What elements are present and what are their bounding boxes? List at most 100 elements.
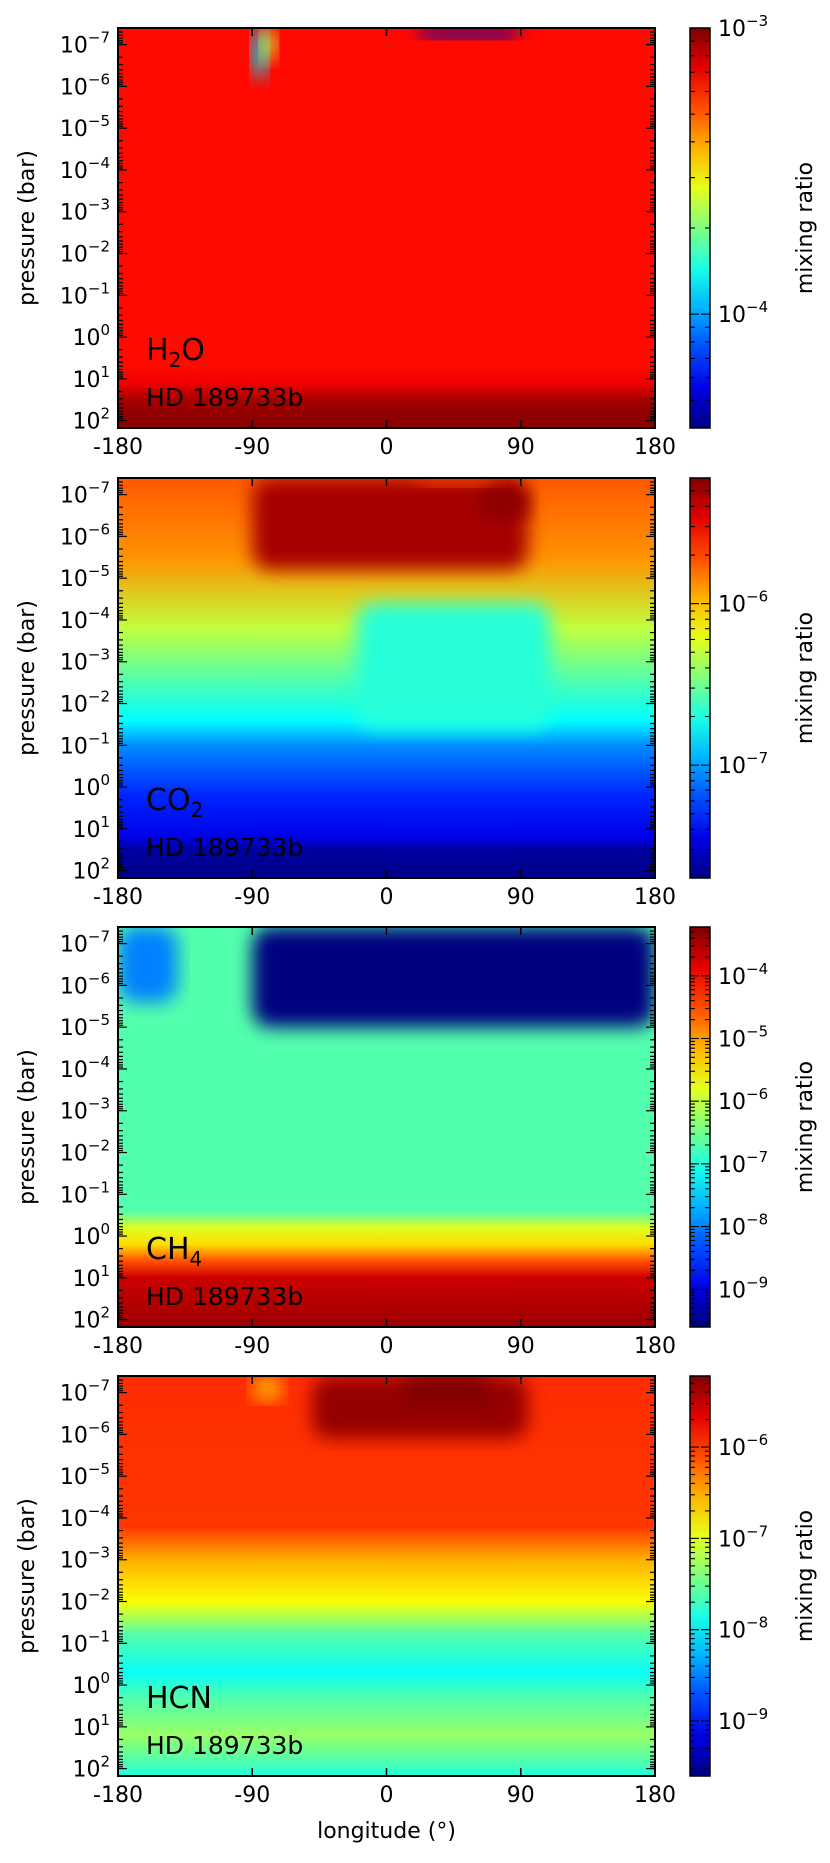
colorbar-tick-label: 10−9 [718, 1273, 768, 1303]
colorbar-tick-label: 10−7 [718, 1148, 768, 1178]
y-axis-label: pressure (bar) [15, 150, 40, 306]
x-axis-label: longitude (°) [317, 1819, 456, 1844]
heatmap-deep-layer [118, 366, 655, 428]
x-tick-label: -180 [93, 435, 143, 460]
heatmap-region-0 [252, 478, 529, 570]
colorbar-tick-label: 10−6 [718, 1431, 768, 1461]
y-tick-label: 10−4 [60, 604, 110, 634]
planet-label: HD 189733b [146, 383, 303, 412]
colorbar-tick-label: 10−7 [718, 1522, 768, 1552]
y-tick-label: 10−6 [60, 1418, 110, 1448]
colorbar-tick-label: 10−7 [718, 749, 768, 779]
colorbar-tick-label: 10−4 [718, 298, 768, 328]
x-tick-label: 0 [380, 885, 394, 910]
y-tick-label: 10−2 [60, 238, 110, 268]
x-tick-label: 90 [507, 435, 535, 460]
x-tick-label: 180 [634, 885, 676, 910]
heatmap-region-2 [252, 1376, 283, 1401]
y-tick-label: 10−1 [60, 1627, 110, 1657]
colorbar-tick-label: 10−4 [718, 960, 768, 990]
heatmap-field [118, 478, 655, 878]
y-tick-label: 10−3 [60, 196, 110, 226]
y-tick-label: 102 [72, 405, 110, 435]
heatmap-region-2 [416, 478, 499, 487]
colorbar-tick-label: 10−8 [718, 1211, 768, 1241]
panel-co2: -180 -90 0 90 180 10−7 10−6 10−5 10−4 10−3 10−2 10−… [15, 477, 818, 910]
y-tick-label: 10−7 [60, 29, 110, 59]
y-tick-label: 101 [72, 363, 110, 393]
y-tick-label: 10−2 [60, 688, 110, 718]
panel-hcn: -180 -90 0 90 180 10−7 10−6 10−5 10−4 10−3 10−2 10−… [15, 1375, 818, 1844]
x-tick-label: 180 [634, 1783, 676, 1808]
colorbar-tick-label: 10−3 [718, 12, 768, 42]
y-tick-label: 10−6 [60, 969, 110, 999]
heatmap-region-1 [401, 1376, 491, 1406]
y-tick-label: 10−5 [60, 112, 110, 142]
y-tick-label: 10−6 [60, 520, 110, 550]
x-tick-label: -180 [93, 1783, 143, 1808]
heatmap-region-2 [416, 28, 521, 39]
x-tick-label: 90 [507, 1783, 535, 1808]
x-tick-label: 0 [380, 435, 394, 460]
y-tick-label: 100 [72, 1220, 110, 1250]
x-tick-label: 180 [634, 435, 676, 460]
y-tick-label: 10−7 [60, 479, 110, 509]
heatmap-field [118, 1376, 655, 1776]
species-label: HCN [146, 1681, 212, 1716]
y-tick-label: 10−3 [60, 646, 110, 676]
colorbar-tick-label: 10−5 [718, 1022, 768, 1052]
y-tick-label: 10−7 [60, 1377, 110, 1407]
heatmap-region-1 [261, 28, 277, 62]
y-tick-label: 102 [72, 1753, 110, 1783]
y-tick-label: 102 [72, 1304, 110, 1334]
x-tick-label: 90 [507, 1334, 535, 1359]
x-tick-label: -90 [234, 885, 270, 910]
x-tick-label: 180 [634, 1334, 676, 1359]
colorbar-label: mixing ratio [793, 1510, 818, 1642]
heatmap-gradient [118, 1376, 655, 1776]
colorbar-frame [689, 477, 711, 879]
y-tick-label: 100 [72, 771, 110, 801]
y-tick-label: 10−5 [60, 562, 110, 592]
colorbar-tick-label: 10−9 [718, 1705, 768, 1735]
x-tick-label: -90 [234, 435, 270, 460]
y-tick-label: 10−4 [60, 1053, 110, 1083]
species-label: CO2 [146, 783, 203, 822]
colorbar-frame [689, 926, 711, 1328]
planet-label: HD 189733b [146, 1282, 303, 1311]
colorbar [690, 28, 710, 428]
colorbar-tick-label: 10−6 [718, 588, 768, 618]
colorbar-tick-label: 10−8 [718, 1614, 768, 1644]
y-axis-label: pressure (bar) [15, 600, 40, 756]
y-tick-label: 10−4 [60, 154, 110, 184]
heatmap-region-3 [356, 603, 551, 729]
colorbar-label: mixing ratio [793, 1061, 818, 1193]
x-tick-label: -90 [234, 1783, 270, 1808]
y-tick-label: 10−1 [60, 1178, 110, 1208]
y-tick-label: 10−5 [60, 1011, 110, 1041]
y-tick-label: 100 [72, 1669, 110, 1699]
heatmap-field [118, 28, 655, 428]
y-tick-label: 10−1 [60, 729, 110, 759]
heatmap-field [118, 927, 655, 1327]
y-tick-label: 10−6 [60, 70, 110, 100]
y-tick-label: 10−5 [60, 1460, 110, 1490]
heatmap-region-1 [476, 486, 529, 520]
panel-ch4: -180 -90 0 90 180 10−7 10−6 10−5 10−4 10−3 10−2 10−… [15, 926, 818, 1359]
colorbar [690, 478, 710, 878]
y-tick-label: 102 [72, 855, 110, 885]
species-label: H2O [146, 333, 205, 372]
y-tick-label: 10−2 [60, 1586, 110, 1616]
colorbar [690, 927, 710, 1327]
panel-h2o: -180 -90 0 90 180 10−7 10−6 10−5 10−4 10−3 10−2 10−… [15, 12, 818, 460]
colorbar-frame [689, 1375, 711, 1777]
heatmap-background [118, 28, 655, 428]
species-label: CH4 [146, 1232, 202, 1271]
colorbar-label: mixing ratio [793, 162, 818, 294]
y-tick-label: 10−2 [60, 1137, 110, 1167]
y-tick-label: 10−3 [60, 1544, 110, 1574]
y-tick-label: 101 [72, 1262, 110, 1292]
colorbar-label: mixing ratio [793, 612, 818, 744]
x-tick-label: -90 [234, 1334, 270, 1359]
